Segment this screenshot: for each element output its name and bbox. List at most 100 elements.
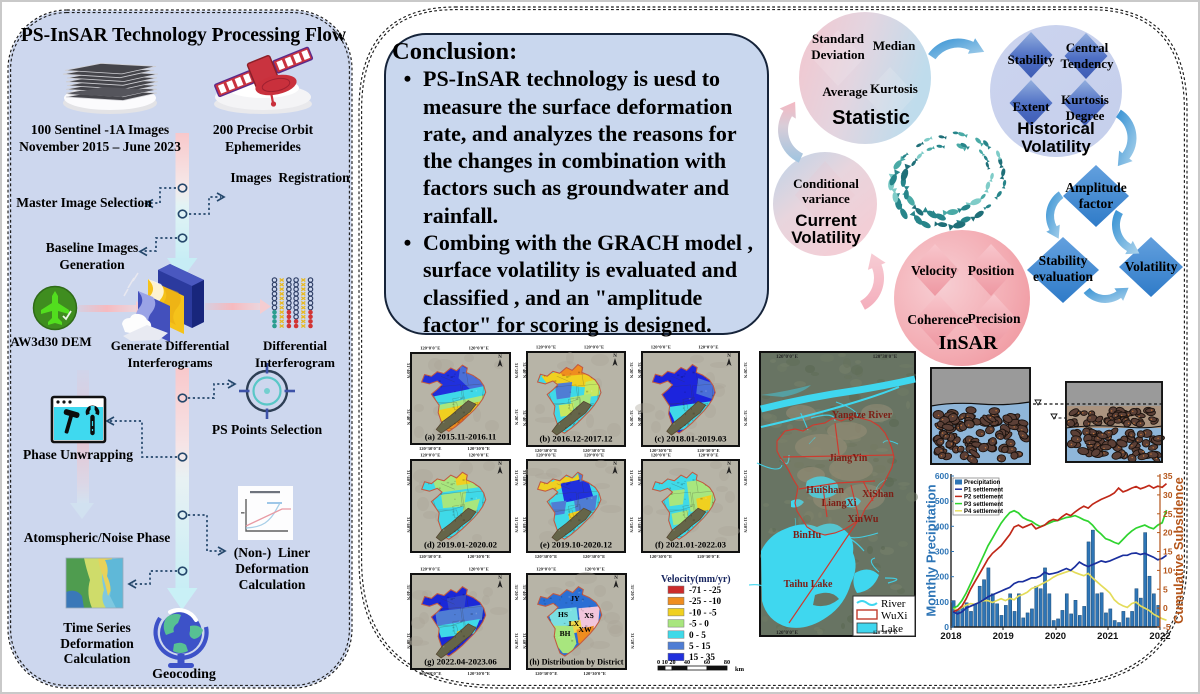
- svg-text:JiangYin: JiangYin: [829, 453, 868, 464]
- svg-text:300: 300: [935, 547, 949, 557]
- svg-text:60: 60: [704, 659, 710, 666]
- svg-text:InSAR: InSAR: [939, 332, 998, 354]
- svg-text:120°30'0"E: 120°30'0"E: [650, 448, 673, 453]
- svg-text:120°0'0"E: 120°0'0"E: [584, 453, 604, 458]
- svg-text:0: 0: [944, 622, 949, 632]
- svg-text:WuXi: WuXi: [881, 610, 907, 622]
- svg-text:Tendency: Tendency: [1061, 56, 1114, 71]
- svg-text:Velocity(mm/yr): Velocity(mm/yr): [661, 574, 731, 585]
- svg-text:-10 - -5: -10 - -5: [689, 607, 717, 617]
- svg-text:Volatility: Volatility: [1125, 259, 1178, 274]
- svg-text:(a) 2015.11-2016.11: (a) 2015.11-2016.11: [425, 432, 497, 442]
- svg-text:(e) 2019.10-2020.12: (e) 2019.10-2020.12: [540, 540, 613, 550]
- svg-text:120°0'0"E: 120°0'0"E: [651, 453, 671, 458]
- svg-text:31°20'N: 31°20'N: [514, 409, 519, 425]
- svg-text:HuiShan: HuiShan: [806, 485, 844, 496]
- svg-text:31°20'N: 31°20'N: [514, 470, 519, 486]
- svg-text:120°0'0"E: 120°0'0"E: [536, 567, 556, 572]
- svg-text:31°40'N: 31°40'N: [406, 517, 411, 533]
- svg-text:N: N: [498, 462, 502, 467]
- svg-text:Average: Average: [822, 84, 867, 99]
- svg-text:120°0'0"E: 120°0'0"E: [776, 631, 799, 636]
- svg-text:Precision: Precision: [968, 311, 1021, 326]
- svg-text:31°20'N: 31°20'N: [629, 410, 634, 426]
- svg-text:31°40'N: 31°40'N: [637, 410, 642, 426]
- svg-text:-5 - 0: -5 - 0: [689, 619, 709, 629]
- svg-text:(c) 2018.01-2019.03: (c) 2018.01-2019.03: [654, 434, 727, 444]
- svg-text:XW: XW: [579, 625, 592, 634]
- svg-text:120°30'0"E: 120°30'0"E: [650, 554, 673, 559]
- svg-text:Stability: Stability: [1008, 52, 1055, 67]
- svg-text:120°30'0"E: 120°30'0"E: [583, 671, 606, 676]
- svg-text:31°40'N: 31°40'N: [406, 633, 411, 649]
- svg-text:N: N: [614, 576, 618, 581]
- svg-text:120°30'0"E: 120°30'0"E: [583, 448, 606, 453]
- svg-text:120°0'0"E: 120°0'0"E: [585, 567, 605, 572]
- svg-text:10: 10: [1163, 565, 1173, 575]
- svg-text:200: 200: [935, 572, 949, 582]
- svg-text:120°30'0"E: 120°30'0"E: [535, 671, 558, 676]
- svg-text:100: 100: [935, 597, 949, 607]
- svg-text:120°0'0"E: 120°0'0"E: [584, 345, 604, 350]
- svg-text:Kurtosis: Kurtosis: [870, 81, 918, 96]
- svg-text:31°20'N: 31°20'N: [743, 470, 748, 486]
- svg-text:120°30'0"E: 120°30'0"E: [419, 446, 442, 451]
- svg-text:Volatility: Volatility: [1021, 137, 1091, 156]
- svg-text:N: N: [613, 462, 617, 467]
- svg-text:31°40'N: 31°40'N: [522, 470, 527, 486]
- svg-text:120°30'0"E: 120°30'0"E: [419, 554, 442, 559]
- svg-text:120°0'0"E: 120°0'0"E: [698, 345, 718, 350]
- svg-text:120°0'0"E: 120°0'0"E: [469, 346, 489, 351]
- svg-text:120°30'0"E: 120°30'0"E: [583, 554, 606, 559]
- svg-text:31°40'N: 31°40'N: [406, 409, 411, 425]
- svg-text:31°20'N: 31°20'N: [514, 633, 519, 649]
- svg-text:N: N: [498, 576, 502, 581]
- svg-text:2021: 2021: [1097, 631, 1119, 642]
- svg-text:P1 settlement: P1 settlement: [964, 487, 1003, 493]
- svg-text:XinWu: XinWu: [848, 514, 879, 525]
- svg-text:120°30'0"E: 120°30'0"E: [697, 448, 720, 453]
- svg-text:31°20'N: 31°20'N: [629, 470, 634, 486]
- svg-text:Conditional: Conditional: [793, 176, 859, 191]
- svg-text:(b) 2016.12-2017.12: (b) 2016.12-2017.12: [539, 434, 613, 444]
- svg-text:JY: JY: [570, 594, 580, 603]
- svg-text:evaluation: evaluation: [1033, 269, 1093, 284]
- svg-text:120°0'0"E: 120°0'0"E: [651, 345, 671, 350]
- svg-text:(f) 2021.01-2022.03: (f) 2021.01-2022.03: [655, 540, 727, 550]
- svg-text:25: 25: [1163, 509, 1173, 519]
- svg-text:30: 30: [1163, 490, 1173, 500]
- svg-text:Kurtosis: Kurtosis: [1061, 92, 1109, 107]
- svg-text:31°40'N: 31°40'N: [637, 517, 642, 533]
- svg-text:500: 500: [935, 496, 949, 506]
- svg-text:River: River: [881, 598, 906, 610]
- svg-text:Median: Median: [873, 38, 916, 53]
- svg-text:31°20'N: 31°20'N: [629, 362, 634, 378]
- svg-text:31°20'N: 31°20'N: [630, 633, 635, 649]
- svg-text:-5: -5: [1163, 622, 1171, 632]
- svg-text:120°0'0"E: 120°0'0"E: [698, 453, 718, 458]
- svg-text:120°30'0"E: 120°30'0"E: [467, 554, 490, 559]
- svg-text:35: 35: [1163, 471, 1173, 481]
- svg-text:31°20'N: 31°20'N: [743, 410, 748, 426]
- svg-text:0 - 5: 0 - 5: [689, 630, 706, 640]
- svg-text:31°20'N: 31°20'N: [514, 517, 519, 533]
- svg-text:factor: factor: [1079, 196, 1113, 211]
- svg-text:120°30'0"E: 120°30'0"E: [467, 671, 490, 676]
- svg-text:LiangXi: LiangXi: [821, 498, 856, 509]
- svg-text:31°20'N: 31°20'N: [743, 362, 748, 378]
- svg-text:XiShan: XiShan: [862, 489, 894, 500]
- svg-text:Historical: Historical: [1017, 119, 1094, 138]
- svg-text:31°40'N: 31°40'N: [522, 362, 527, 378]
- svg-text:Yangtze River: Yangtze River: [832, 410, 893, 421]
- svg-text:15: 15: [1163, 547, 1173, 557]
- svg-text:80: 80: [724, 659, 730, 666]
- svg-text:31°20'N: 31°20'N: [629, 517, 634, 533]
- svg-text:XS: XS: [584, 611, 594, 620]
- svg-text:20: 20: [1163, 528, 1173, 538]
- svg-text:120°30'0"E: 120°30'0"E: [697, 554, 720, 559]
- svg-text:Precipitation: Precipitation: [964, 480, 1001, 486]
- svg-text:(d) 2019.01-2020.02: (d) 2019.01-2020.02: [424, 540, 498, 550]
- svg-text:variance: variance: [802, 191, 850, 206]
- svg-text:120°30'0"E: 120°30'0"E: [873, 355, 898, 360]
- svg-text:HS: HS: [558, 610, 568, 619]
